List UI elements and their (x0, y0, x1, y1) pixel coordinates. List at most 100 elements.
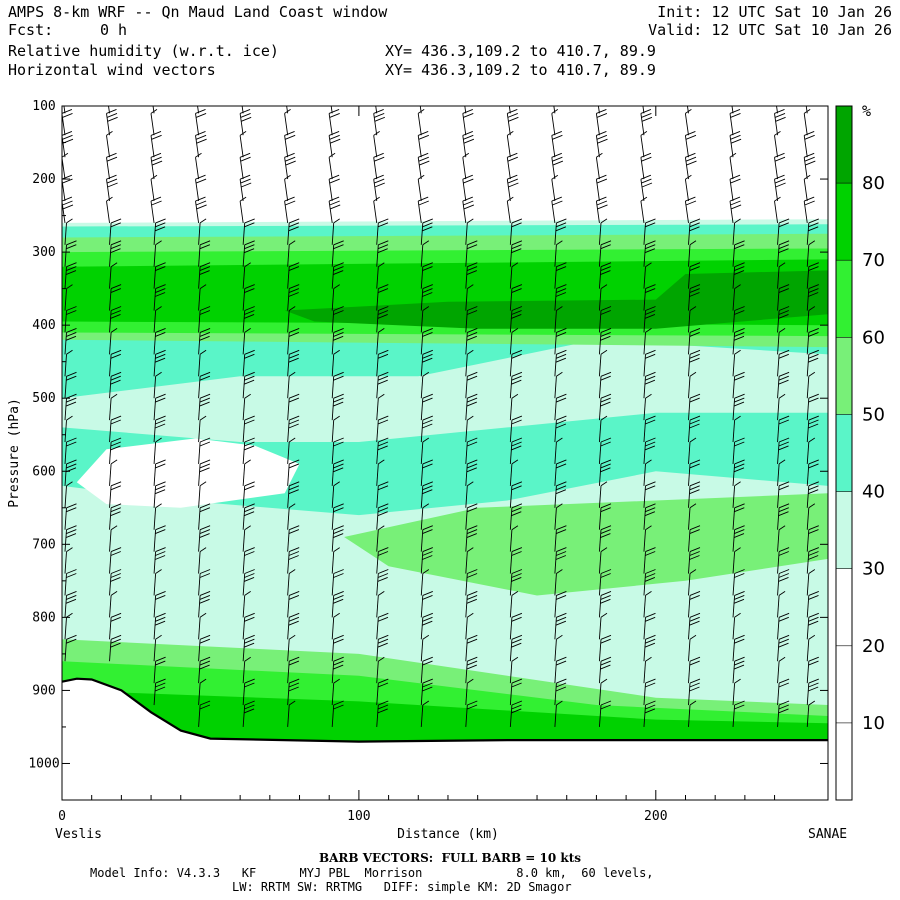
wind-barb-staff (465, 617, 468, 640)
wind-barb-flag (244, 310, 255, 315)
wind-barb (242, 656, 251, 684)
wind-barb-flag (511, 284, 523, 290)
wind-barb (328, 130, 341, 158)
wind-barb-staff (598, 617, 602, 640)
wind-barb-flag (734, 700, 745, 706)
wind-barb-flag (555, 489, 567, 495)
wind-barb-flag (422, 594, 433, 600)
wind-barb (420, 415, 433, 443)
wind-barb-flag (808, 555, 819, 560)
wind-barb-flag (378, 656, 385, 662)
wind-barb-staff (554, 639, 557, 662)
wind-barb (643, 591, 652, 618)
wind-barb (198, 656, 211, 684)
wind-barb-flag (511, 222, 522, 228)
wind-barb-staff (509, 463, 513, 486)
wind-barb (153, 437, 162, 464)
wind-barb (465, 612, 474, 640)
wind-barb-flag (155, 349, 166, 355)
wind-barb-flag (285, 156, 296, 162)
wind-barb (376, 349, 389, 377)
wind-barb (688, 678, 701, 706)
wind-barb-flag (552, 156, 563, 162)
wind-barb (462, 108, 474, 136)
wind-barb (198, 240, 211, 267)
wind-barb-flag (600, 573, 611, 578)
terrain-line (61, 677, 828, 743)
wind-barb (376, 240, 389, 267)
wind-barb-flag (729, 108, 741, 114)
wind-barb-flag (199, 463, 211, 469)
wind-barb (643, 240, 656, 267)
wind-barb (806, 284, 819, 311)
wind-barb (376, 547, 389, 574)
wind-barb-staff (806, 573, 810, 596)
wind-barb-flag (199, 598, 210, 604)
wind-barb-flag (377, 353, 389, 359)
wind-barb-flag (244, 328, 251, 333)
wind-barb (376, 634, 389, 662)
wind-barb-flag (556, 306, 563, 311)
wind-barb (509, 656, 519, 684)
wind-barb-flag (640, 131, 648, 136)
wind-barb (598, 393, 612, 421)
wind-barb-flag (730, 178, 741, 184)
wind-barb-flag (645, 437, 656, 443)
wind-barb-flag (333, 331, 344, 337)
wind-barb-flag (778, 503, 790, 509)
wind-barb-staff (417, 179, 422, 202)
wind-barb-flag (600, 327, 612, 333)
wind-barb-flag (333, 503, 344, 509)
wind-barb-flag (422, 419, 433, 425)
forecast-value: 0 h (100, 21, 128, 39)
wind-barb (376, 525, 385, 552)
wind-barb-flag (422, 218, 433, 224)
wind-barb-flag (734, 218, 741, 224)
wind-barb-flag (66, 481, 73, 487)
wind-barb-flag (243, 445, 255, 451)
wind-barb-flag (467, 459, 478, 465)
wind-barb-flag (644, 445, 656, 451)
wind-barb-flag (199, 401, 210, 407)
wind-barb-flag (106, 174, 117, 180)
wind-barb-staff (195, 157, 200, 180)
wind-barb-staff (420, 310, 424, 333)
wind-barb (109, 262, 118, 289)
wind-barb-flag (466, 467, 477, 473)
wind-barb-flag (199, 218, 207, 224)
wind-barb-flag (689, 660, 700, 666)
wind-barb (331, 569, 344, 596)
wind-barb-flag (155, 266, 166, 272)
wind-barb-flag (600, 664, 611, 670)
wind-barb (198, 678, 207, 706)
wind-barb-flag (240, 156, 251, 162)
wind-barb (376, 371, 389, 399)
wind-barb (64, 459, 77, 486)
wind-barb-flag (199, 331, 211, 337)
wind-barb-flag (66, 310, 77, 315)
wind-barb-flag (110, 481, 122, 487)
wind-barb-flag (600, 397, 611, 403)
wind-barb (153, 547, 166, 574)
wind-barb-flag (734, 327, 745, 333)
wind-barb (598, 700, 612, 727)
wind-barb-staff (242, 332, 246, 355)
wind-barb (777, 481, 790, 508)
wind-barb-flag (600, 437, 612, 443)
wind-barb (729, 152, 737, 180)
wind-barb-flag (462, 196, 473, 202)
wind-barb-flag (778, 441, 789, 447)
wind-barb-flag (734, 525, 745, 531)
wind-barb-flag (288, 485, 300, 491)
wind-barb-flag (463, 112, 474, 118)
wind-barb-staff (152, 106, 155, 114)
wind-barb-flag (808, 620, 819, 626)
wind-barb-flag (333, 525, 344, 531)
wind-barb-flag (377, 310, 389, 315)
wind-barb-flag (333, 638, 344, 644)
wind-barb (287, 437, 296, 464)
wind-barb-flag (734, 415, 741, 421)
wind-barb (598, 459, 612, 486)
wind-barb-staff (153, 507, 157, 530)
wind-barb-flag (418, 134, 429, 140)
